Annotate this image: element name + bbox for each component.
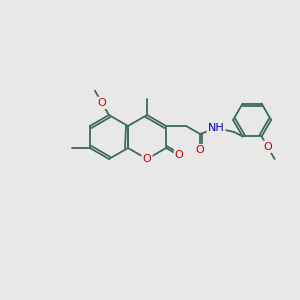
Text: O: O <box>196 145 205 155</box>
Text: O: O <box>264 142 272 152</box>
Text: O: O <box>143 154 152 164</box>
Text: O: O <box>98 98 106 108</box>
Text: O: O <box>175 150 184 160</box>
Text: NH: NH <box>208 123 224 133</box>
